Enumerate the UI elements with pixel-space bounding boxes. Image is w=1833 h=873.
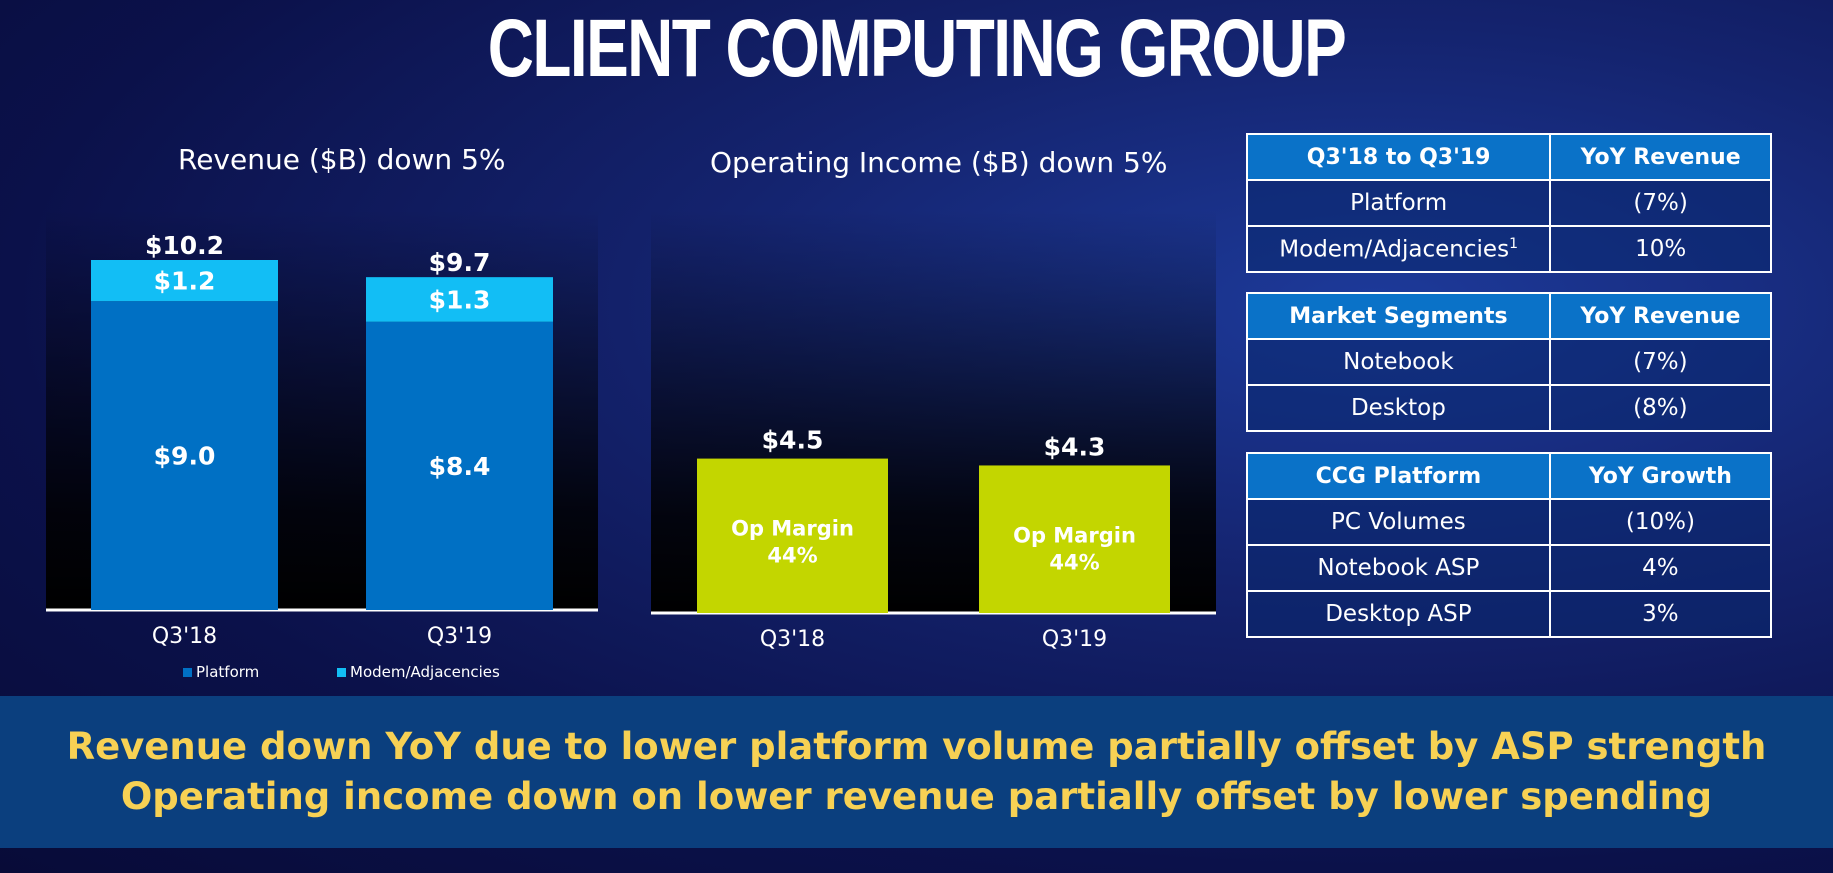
modem-label: Modem/Adjacencies bbox=[1279, 236, 1510, 263]
revenue-chart: $9.0 $1.2 $10.2 Q3'18 $8.4 $1.3 $9.7 Q3'19 bbox=[46, 231, 598, 649]
bar-op-income bbox=[697, 458, 888, 613]
legend-swatch-platform bbox=[183, 667, 192, 677]
table-cell-label: Desktop bbox=[1246, 384, 1551, 432]
bar-label-platform: $9.0 bbox=[154, 442, 216, 471]
op-margin-label: Op Margin bbox=[731, 517, 854, 541]
table-cell-value: 3% bbox=[1548, 590, 1773, 638]
table-cell-label: Desktop ASP bbox=[1246, 590, 1551, 638]
banner-line-2: Operating income down on lower revenue p… bbox=[120, 775, 1713, 818]
total-label: $10.2 bbox=[145, 231, 224, 260]
page-title: CLIENT COMPUTING GROUP bbox=[487, 3, 1347, 94]
bar-modem bbox=[91, 260, 278, 302]
bar-label-modem: $1.2 bbox=[154, 267, 216, 296]
yoy-revenue-table: Q3'18 to Q3'19 YoY Revenue Platform (7%)… bbox=[1245, 133, 1772, 273]
table-cell-value: (7%) bbox=[1549, 179, 1772, 227]
legend-label-modem: Modem/Adjacencies bbox=[350, 663, 500, 681]
total-label: $9.7 bbox=[429, 248, 491, 277]
legend-swatch-modem bbox=[337, 667, 346, 677]
op-margin-value: 44% bbox=[767, 544, 817, 568]
bar-value-label: $4.5 bbox=[762, 426, 824, 455]
table-cell-value: 10% bbox=[1549, 225, 1772, 273]
bar-label-modem: $1.3 bbox=[429, 285, 491, 314]
table-cell-label: PC Volumes bbox=[1246, 498, 1551, 546]
banner-line-1: Revenue down YoY due to lower platform v… bbox=[66, 725, 1767, 768]
op-income-chart: $4.5 Op Margin 44% Q3'18 $4.3 Op Margin 44% Q3'… bbox=[697, 426, 1170, 652]
table-cell-label: Notebook bbox=[1246, 338, 1551, 386]
table-header-cell: Market Segments bbox=[1246, 292, 1551, 340]
revenue-chart-title: Revenue ($B) down 5% bbox=[178, 143, 506, 176]
table-cell-value: 4% bbox=[1548, 544, 1773, 592]
bar-platform bbox=[91, 301, 278, 610]
legend-item-platform: Platform bbox=[183, 663, 259, 681]
bar-op-income bbox=[979, 465, 1170, 613]
table-cell-value: (7%) bbox=[1548, 338, 1773, 386]
x-tick-label: Q3'19 bbox=[1042, 627, 1107, 652]
legend-item-modem: Modem/Adjacencies bbox=[337, 663, 500, 681]
op-margin-value: 44% bbox=[1049, 550, 1099, 574]
table-cell-label: Platform bbox=[1245, 179, 1552, 227]
summary-banner: Revenue down YoY due to lower platform v… bbox=[0, 696, 1833, 848]
op-income-chart-title: Operating Income ($B) down 5% bbox=[710, 146, 1168, 179]
table-header-cell: YoY Revenue bbox=[1549, 133, 1772, 181]
table-cell-value: (8%) bbox=[1548, 384, 1773, 432]
bar-modem bbox=[366, 277, 553, 322]
x-tick-label: Q3'19 bbox=[427, 624, 492, 649]
table-cell-label: Notebook ASP bbox=[1246, 544, 1551, 592]
market-segments-table: Market Segments YoY Revenue Notebook (7%… bbox=[1246, 292, 1773, 432]
x-tick-label: Q3'18 bbox=[760, 627, 825, 652]
table-cell-label: Modem/Adjacencies1 bbox=[1245, 225, 1552, 273]
footnote-marker: 1 bbox=[1509, 235, 1518, 252]
table-header-cell: CCG Platform bbox=[1246, 452, 1551, 500]
x-tick-label: Q3'18 bbox=[152, 624, 217, 649]
table-header-cell: YoY Revenue bbox=[1548, 292, 1773, 340]
bar-label-platform: $8.4 bbox=[429, 452, 491, 481]
ccg-platform-table: CCG Platform YoY Growth PC Volumes (10%)… bbox=[1246, 452, 1773, 638]
bar-value-label: $4.3 bbox=[1044, 432, 1106, 461]
table-cell-value: (10%) bbox=[1548, 498, 1773, 546]
table-header-cell: Q3'18 to Q3'19 bbox=[1245, 133, 1552, 181]
bar-platform bbox=[366, 321, 553, 610]
legend-label-platform: Platform bbox=[196, 663, 260, 681]
op-margin-label: Op Margin bbox=[1013, 523, 1136, 547]
table-header-cell: YoY Growth bbox=[1548, 452, 1773, 500]
